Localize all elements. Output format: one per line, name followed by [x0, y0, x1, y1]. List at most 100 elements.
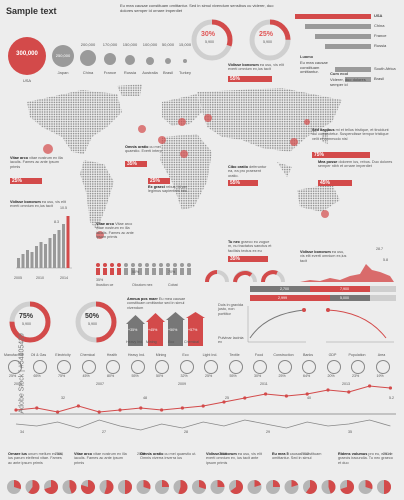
map-callout: Mea posse dolorem ius, rebus. Duo dolore… [318, 160, 393, 169]
map-pct: 55% [230, 76, 241, 82]
circle-percentages [9, 301, 117, 343]
people-pct: 35% [96, 278, 104, 282]
bubble-japan [52, 45, 74, 67]
timeline-point [201, 404, 205, 408]
person-icon [96, 263, 100, 267]
country-label: Russia [374, 43, 387, 48]
bubble-value: 50,000 [161, 42, 175, 47]
person-icon [103, 263, 107, 267]
country-bar [305, 24, 371, 29]
progress-fill [330, 295, 370, 301]
timeline-year: 2012 [301, 452, 309, 456]
bubble-value: 170,000 [102, 42, 118, 47]
top-ring-gauges [191, 19, 291, 61]
map-pct: 75% [314, 152, 325, 158]
people-label: Cobat [168, 283, 178, 287]
sector-pct: 20% [327, 374, 335, 378]
pie-slice [44, 480, 59, 494]
sector-label: Health [106, 353, 118, 357]
column-bar [44, 244, 47, 268]
person-icon-body [117, 268, 121, 275]
arrow-label: Heavy Ind. [126, 340, 144, 344]
sector-pct: 80% [107, 374, 115, 378]
curve-charts [247, 306, 394, 343]
map-callout: Omnis oratio cu mei quaestio. Everti int… [125, 145, 162, 154]
timeline-point [264, 392, 268, 396]
progress-value: 5,000 [340, 296, 349, 300]
map-callout: Cibo oratio deferuntur ea, ea pro praese… [228, 165, 267, 178]
pie-slice [340, 480, 355, 494]
bottom-note: Ornare ius unum mellum ex ius, ius parum… [8, 452, 63, 465]
sector-icon [155, 360, 169, 374]
column-bar [39, 242, 43, 268]
arrow-label: Chemical [184, 340, 199, 344]
column-tick: 2010 [36, 276, 44, 280]
bubble-label: Australia [142, 70, 158, 75]
bubble-china [80, 50, 96, 66]
timeline-point [305, 392, 309, 396]
sector-icon [130, 360, 145, 374]
bubble-russia [125, 55, 135, 65]
timeline-chart [10, 384, 396, 431]
sector-pct: 64% [303, 374, 311, 378]
timeline-point [35, 406, 39, 410]
sector-pct: 25% [205, 374, 213, 378]
pie-slice [217, 480, 225, 487]
bottom-note: Vitae arco vitae nostrum ex illa iaculis… [74, 452, 127, 465]
pie-slice [305, 480, 318, 494]
person-icon [138, 263, 142, 267]
timeline-year: 2008 [137, 452, 145, 456]
person-icon [166, 263, 170, 267]
arrow-label: Eco [168, 340, 175, 344]
timeline-point [243, 396, 247, 400]
country-label: USA [374, 13, 383, 18]
map-pct: 25% [150, 178, 161, 184]
column-bar [21, 254, 25, 268]
sector-pct: 50% [156, 374, 164, 378]
arrow-value: +35% [128, 328, 138, 332]
timeline-point [160, 408, 164, 412]
bubble-france [104, 53, 116, 65]
sector-pct: 75% [58, 374, 66, 378]
bubble-label: USA [22, 78, 32, 83]
sector-pct: 19% [376, 374, 384, 378]
sector-icon [253, 360, 267, 374]
person-icon-body [124, 268, 128, 275]
sector-icon [32, 360, 47, 374]
person-icon-body [103, 268, 107, 275]
map-pct: 35% [230, 256, 241, 262]
gauge-value: 5,900 [263, 40, 272, 44]
sector-pct: 23% [352, 374, 360, 378]
person-icon [145, 263, 149, 267]
progress-fill-accent [310, 286, 370, 292]
sector-pct: 55% [131, 374, 139, 378]
column-bar [53, 234, 56, 268]
timeline-point [284, 394, 288, 398]
sector-label: Electricity [55, 353, 71, 357]
timeline-line-secondary [15, 419, 391, 431]
person-icon-body [173, 268, 177, 275]
pie-slice [254, 480, 262, 487]
pie-slice [14, 480, 21, 490]
bubble-label: Russia [123, 70, 137, 75]
pie-slice [143, 480, 151, 490]
circle-pct: 50% [85, 313, 100, 320]
sector-label: Chemical [80, 353, 95, 357]
people-icons [96, 263, 191, 275]
sector-label: Light Ind. [202, 353, 218, 357]
bubble-label: China [82, 70, 94, 75]
circle-pct: 75% [19, 313, 34, 320]
person-icon-body [138, 268, 142, 275]
bubble-brasil [165, 58, 171, 64]
person-icon-body [131, 268, 135, 275]
arrow-value: +57% [188, 328, 198, 332]
sector-icon [204, 360, 218, 374]
person-icon [187, 263, 191, 267]
map-pct-bar [148, 178, 170, 184]
person-icon-body [96, 268, 100, 275]
sector-icon [277, 360, 292, 374]
sector-pct: 32% [180, 374, 188, 378]
timeline-value: 27 [102, 430, 106, 434]
person-icon [152, 263, 156, 267]
world-map [27, 84, 342, 239]
